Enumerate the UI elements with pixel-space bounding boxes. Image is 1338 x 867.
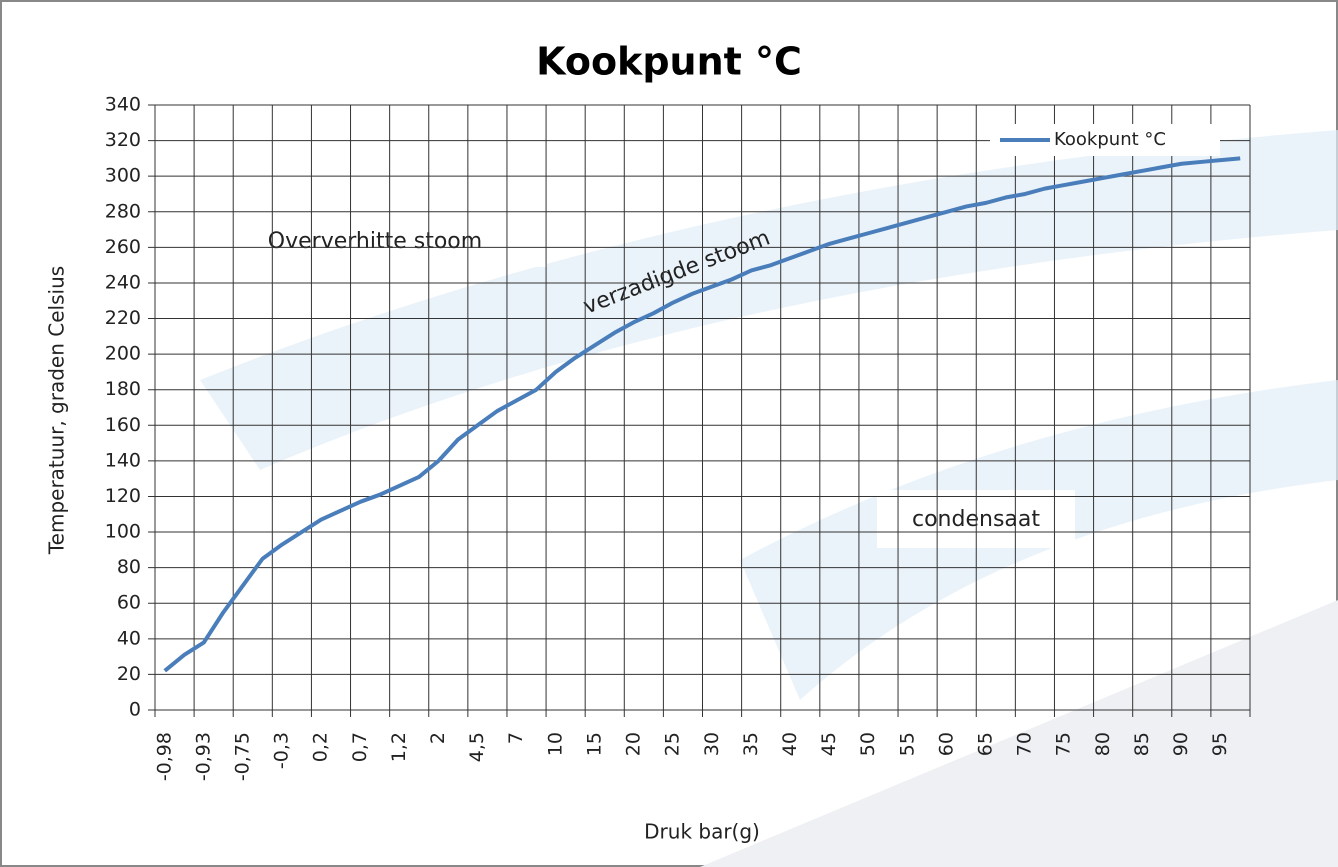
x-tick-label: 30 [701, 732, 723, 756]
x-tick-label: 90 [1170, 732, 1192, 756]
y-tick-label: 300 [105, 165, 141, 187]
x-tick-label: 65 [975, 732, 997, 756]
y-tick-label: 160 [105, 414, 141, 436]
x-tick-label: 1,2 [388, 732, 410, 762]
y-tick-label: 320 [105, 129, 141, 151]
x-tick-label: 0,7 [349, 732, 371, 762]
x-tick-label: 80 [1092, 732, 1114, 756]
y-tick-label: 260 [105, 236, 141, 258]
y-tick-label: 240 [105, 271, 141, 293]
x-tick-label: 2 [427, 732, 449, 744]
chart: Kookpunt °C Druk bar(g) Temperatuur, gra… [0, 0, 1338, 867]
y-tick-label: 80 [117, 556, 141, 578]
x-tick-label: -0,93 [192, 732, 214, 781]
y-tick-label: 280 [105, 200, 141, 222]
y-tick-label: 340 [105, 94, 141, 116]
y-tick-label: 20 [117, 663, 141, 685]
x-tick-label: 25 [662, 732, 684, 756]
x-tick-label: 4,5 [466, 732, 488, 762]
x-tick-label: 55 [896, 732, 918, 756]
x-tick-label: -0,3 [271, 732, 293, 769]
y-tick-label: 100 [105, 521, 141, 543]
x-tick-label: 85 [1131, 732, 1153, 756]
x-tick-label: 7 [505, 732, 527, 744]
x-tick-label: -0,75 [231, 732, 253, 781]
x-tick-label: 75 [1053, 732, 1075, 756]
y-axis-title: Temperatuur, graden Celsius [45, 266, 69, 555]
x-tick-label: 15 [583, 732, 605, 756]
y-tick-label: 140 [105, 449, 141, 471]
x-tick-label: 45 [818, 732, 840, 756]
y-tick-label: 0 [129, 699, 141, 721]
y-tick-label: 60 [117, 592, 141, 614]
legend-label: Kookpunt °C [1054, 129, 1166, 150]
chart-title: Kookpunt °C [536, 40, 802, 84]
y-tick-label: 200 [105, 343, 141, 365]
y-tick-label: 40 [117, 627, 141, 649]
x-tick-label: 50 [857, 732, 879, 756]
x-tick-label: 60 [935, 732, 957, 756]
annotation: Oververhitte stoom [268, 229, 482, 254]
x-tick-label: 35 [740, 732, 762, 756]
y-tick-label: 220 [105, 307, 141, 329]
x-tick-label: 20 [623, 732, 645, 756]
x-tick-label: 40 [779, 732, 801, 756]
x-tick-label: 10 [544, 732, 566, 756]
x-tick-label: 70 [1014, 732, 1036, 756]
x-tick-label: 95 [1209, 732, 1231, 756]
y-tick-label: 180 [105, 378, 141, 400]
y-tick-label: 120 [105, 485, 141, 507]
x-tick-label: 0,2 [310, 732, 332, 762]
x-tick-label: -0,98 [153, 732, 175, 781]
x-axis-title: Druk bar(g) [644, 820, 760, 844]
